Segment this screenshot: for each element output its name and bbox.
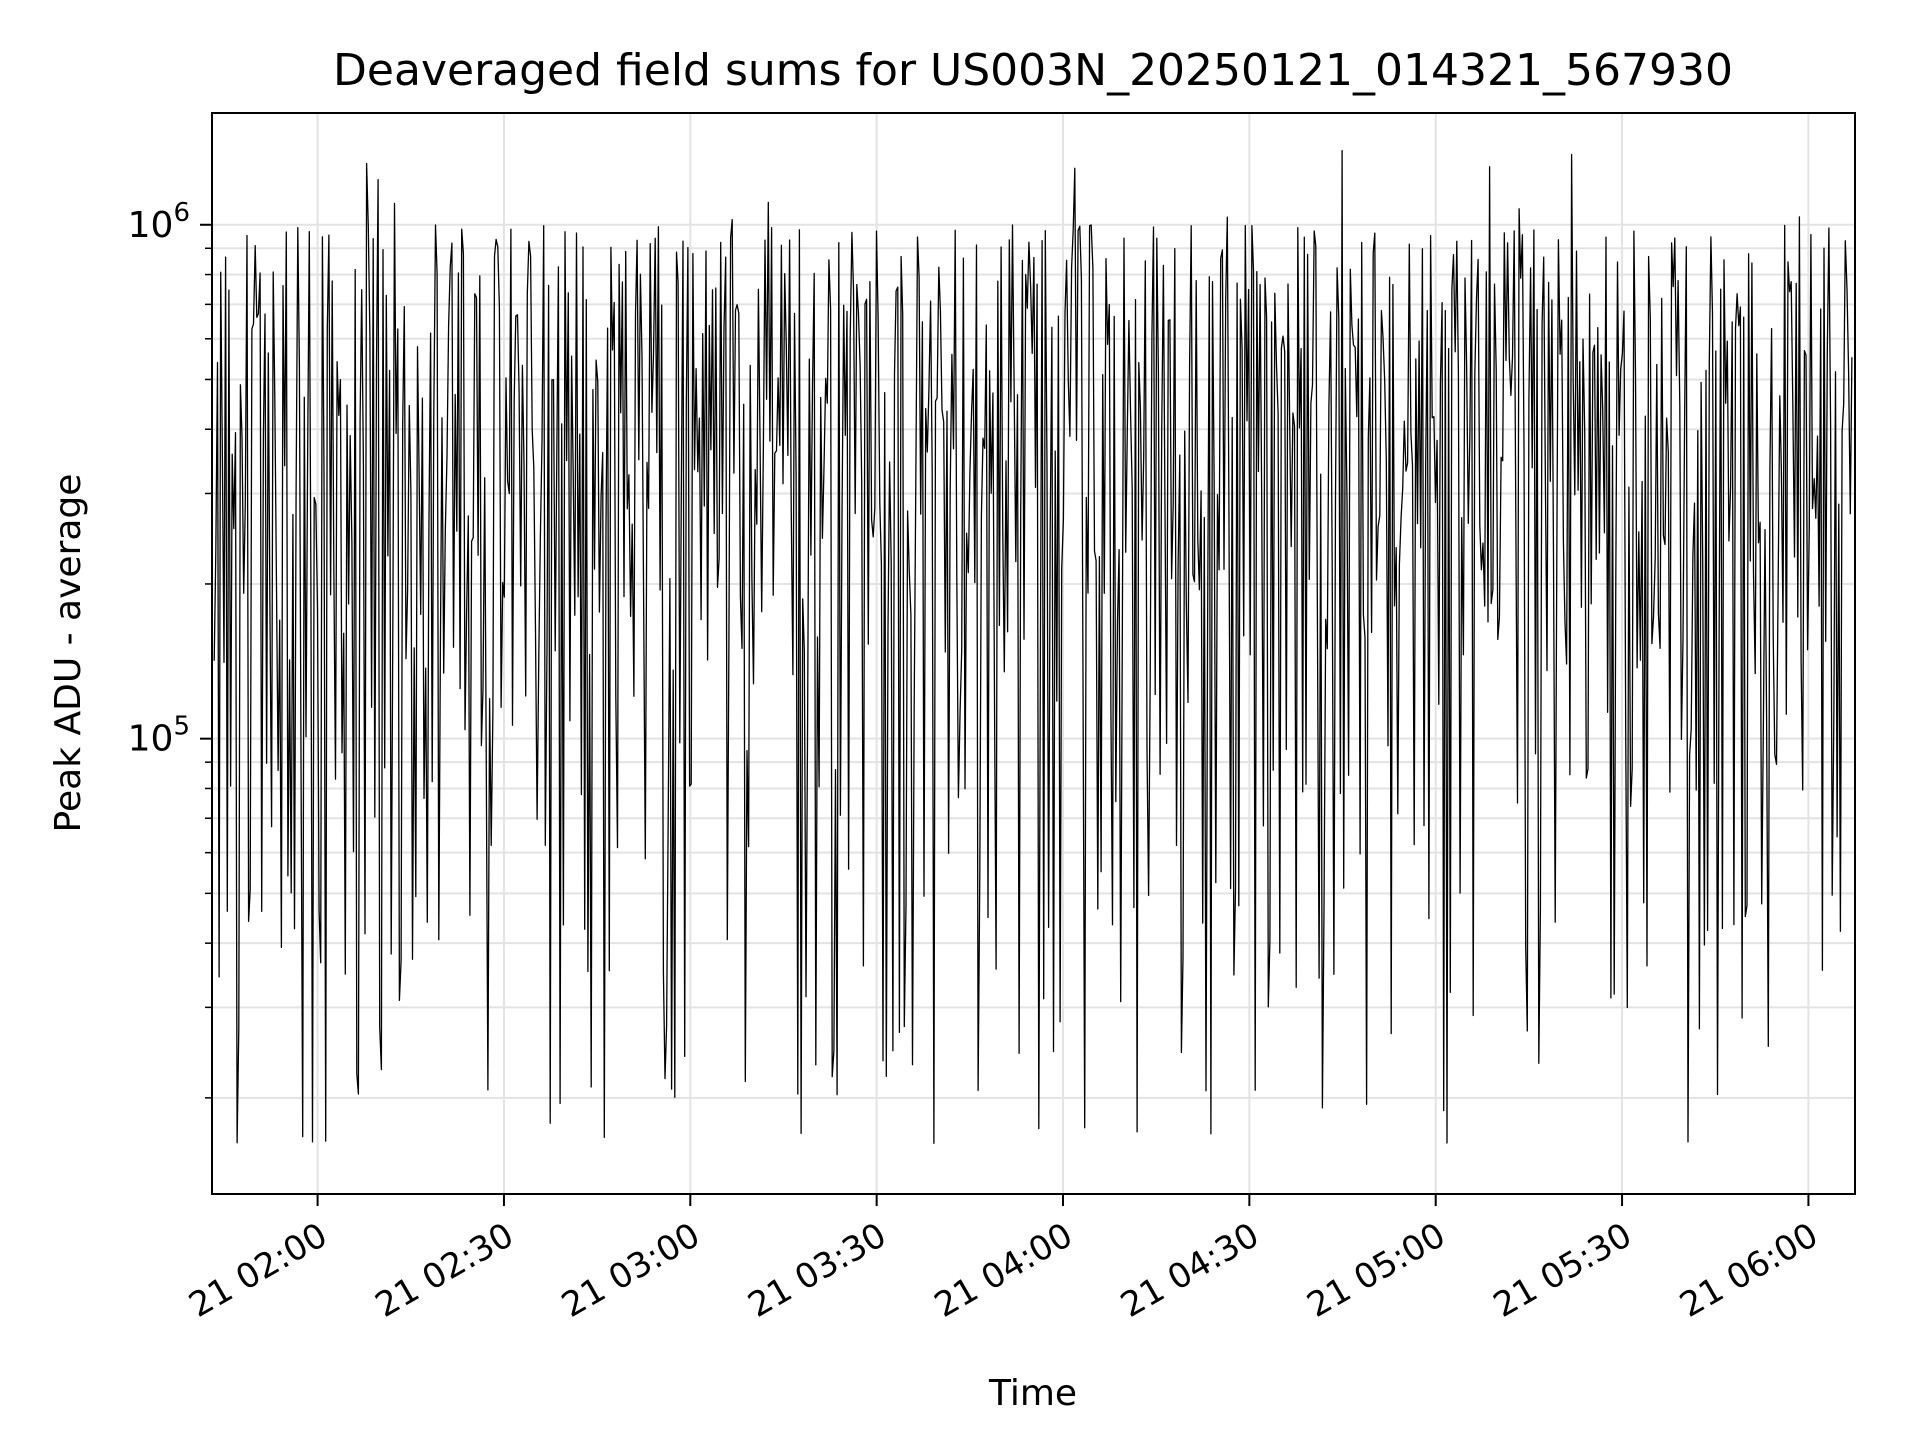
- x-tick-label: 21 02:30: [369, 1215, 521, 1326]
- x-tick-label: 21 03:00: [555, 1215, 707, 1326]
- x-tick-label: 21 06:00: [1673, 1215, 1825, 1326]
- x-tick-label: 21 05:00: [1301, 1215, 1453, 1326]
- x-tick-label: 21 02:00: [182, 1215, 334, 1326]
- x-tick-label: 21 03:30: [741, 1215, 893, 1326]
- series-layer: [213, 150, 1853, 1144]
- x-tick-label: 21 04:30: [1114, 1215, 1266, 1326]
- chart-title: Deaveraged field sums for US003N_2025012…: [333, 45, 1733, 96]
- plot-frame: [211, 112, 1856, 1195]
- y-tick-label: 105: [128, 712, 190, 760]
- y-tick-label: 106: [128, 198, 190, 246]
- y-axis-label: Peak ADU - average: [48, 474, 89, 833]
- x-tick-label: 21 05:30: [1487, 1215, 1639, 1326]
- x-axis-label: Time: [988, 1373, 1077, 1414]
- x-tick-label: 21 04:00: [928, 1215, 1080, 1326]
- series-line: [213, 150, 1853, 1144]
